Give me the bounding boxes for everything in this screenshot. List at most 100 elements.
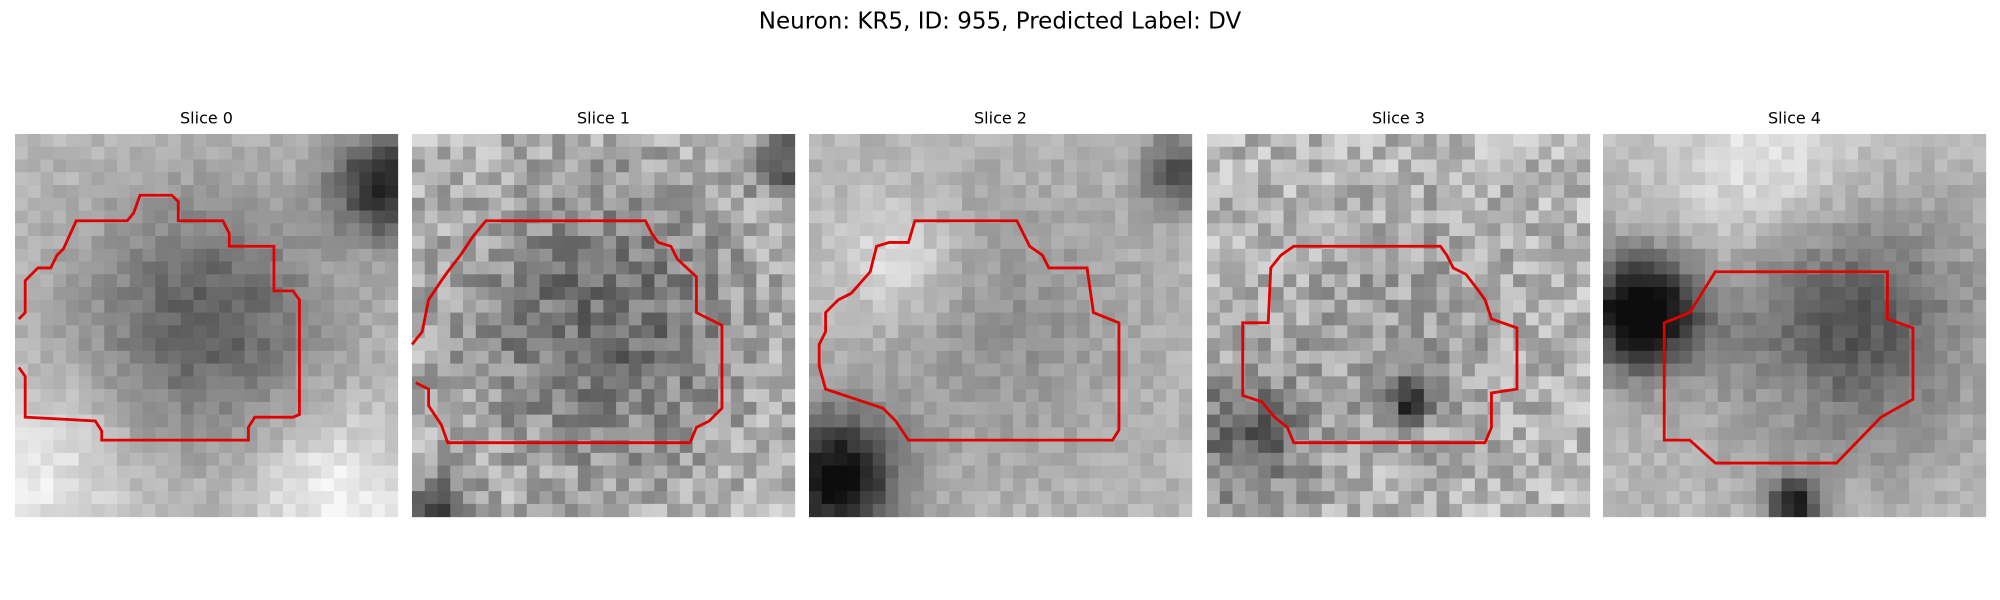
pixel <box>1270 389 1285 403</box>
pixel <box>679 350 694 365</box>
pixel <box>1883 401 1897 416</box>
pixel <box>590 248 604 263</box>
pixel <box>1768 465 1783 479</box>
pixel <box>565 338 579 352</box>
pixel <box>628 312 643 326</box>
pixel <box>117 185 131 199</box>
pixel <box>1768 414 1783 428</box>
pixel <box>1628 338 1642 352</box>
pixel <box>1309 223 1323 237</box>
pixel <box>1398 478 1412 492</box>
pixel <box>1679 363 1693 377</box>
pixel <box>1794 185 1808 199</box>
pixel <box>781 185 796 199</box>
pixel <box>911 261 925 275</box>
pixel <box>412 299 426 314</box>
pixel <box>193 159 207 173</box>
pixel <box>565 478 579 492</box>
pixel <box>412 414 426 428</box>
pixel <box>270 287 284 301</box>
pixel <box>1127 350 1142 365</box>
pixel <box>1576 427 1591 441</box>
pixel <box>1870 312 1885 326</box>
pixel <box>1076 287 1091 301</box>
pixel <box>295 159 309 173</box>
pixel <box>718 312 732 326</box>
pixel <box>437 478 451 492</box>
pixel <box>603 197 617 212</box>
pixel <box>834 223 848 237</box>
pixel <box>1576 172 1591 186</box>
pixel <box>641 376 655 390</box>
pixel <box>936 274 950 288</box>
pixel <box>1372 338 1387 352</box>
pixel <box>1513 363 1527 377</box>
pixel <box>1628 427 1642 441</box>
pixel <box>1462 452 1476 467</box>
pixel <box>66 261 80 275</box>
pixel <box>1972 465 1987 479</box>
pixel <box>641 350 655 365</box>
pixel <box>1089 325 1103 339</box>
pixel <box>821 478 836 492</box>
pixel <box>1960 325 1974 339</box>
pixel <box>1845 172 1859 186</box>
pixel <box>872 389 887 403</box>
pixel <box>1127 159 1142 173</box>
pixel <box>1794 503 1808 518</box>
pixel <box>1038 248 1052 263</box>
pixel <box>1474 363 1489 377</box>
pixel <box>1679 146 1693 161</box>
pixel <box>1500 427 1514 441</box>
pixel <box>911 376 925 390</box>
pixel <box>949 172 963 186</box>
pixel <box>756 236 770 250</box>
pixel <box>321 134 335 148</box>
pixel <box>1896 427 1910 441</box>
pixel <box>257 210 271 224</box>
pixel <box>1692 350 1706 365</box>
pixel <box>1102 389 1116 403</box>
pixel <box>821 223 836 237</box>
pixel <box>206 491 220 505</box>
pixel <box>1921 159 1936 173</box>
pixel <box>1462 401 1476 416</box>
pixel <box>1000 172 1014 186</box>
pixel <box>1743 172 1757 186</box>
pixel <box>1921 350 1936 365</box>
pixel <box>1258 491 1272 505</box>
pixel <box>898 223 912 237</box>
pixel <box>628 274 643 288</box>
pixel <box>1283 452 1297 467</box>
pixel <box>1679 159 1693 173</box>
pixel <box>1603 350 1617 365</box>
pixel <box>1283 146 1297 161</box>
pixel <box>40 478 54 492</box>
pixel <box>488 363 502 377</box>
pixel <box>117 389 131 403</box>
pixel <box>1832 223 1846 237</box>
pixel <box>40 146 54 161</box>
pixel <box>206 197 220 212</box>
pixel <box>1296 223 1310 237</box>
pixel <box>603 172 617 186</box>
pixel <box>437 185 451 199</box>
pixel <box>231 401 246 416</box>
pixel <box>53 134 67 148</box>
pixel <box>1360 261 1374 275</box>
pixel <box>654 248 668 263</box>
pixel <box>206 172 220 186</box>
pixel <box>1794 159 1808 173</box>
pixel <box>1628 236 1642 250</box>
pixel <box>1934 223 1948 237</box>
pixel <box>923 478 938 492</box>
pixel <box>1385 299 1399 314</box>
pixel <box>1628 185 1642 199</box>
pixel <box>1219 299 1234 314</box>
pixel <box>577 197 592 212</box>
pixel <box>1487 185 1501 199</box>
pixel <box>104 312 118 326</box>
pixel <box>66 287 80 301</box>
pixel <box>333 491 348 505</box>
pixel <box>1296 274 1310 288</box>
